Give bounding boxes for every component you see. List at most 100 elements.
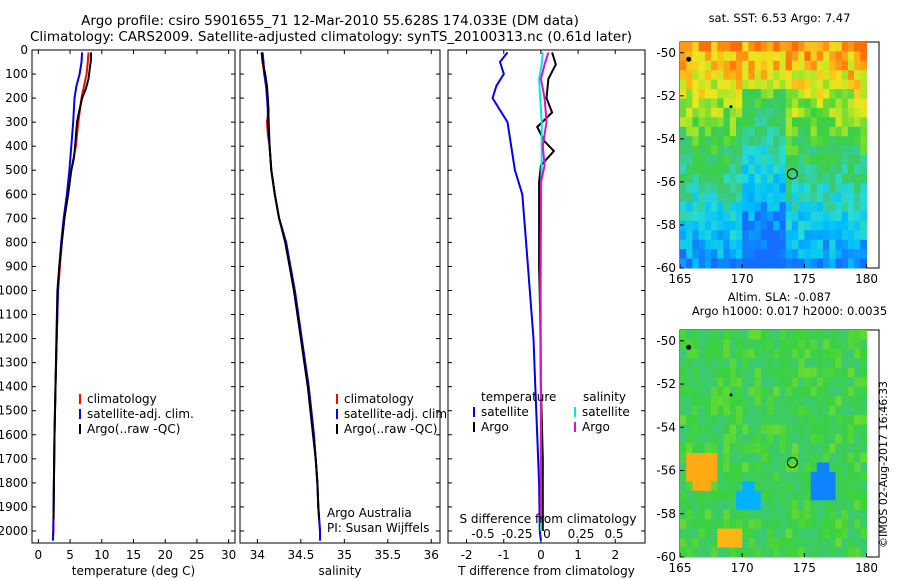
sla-map-cell bbox=[847, 434, 855, 444]
sst-map-cell bbox=[773, 98, 780, 109]
sla-map-cell bbox=[754, 377, 762, 388]
sla-map-cell bbox=[742, 481, 749, 492]
sla-map-cell bbox=[860, 538, 867, 549]
sst-map-cell bbox=[711, 258, 718, 269]
sst-map-cell bbox=[754, 258, 762, 269]
sst-map-cell bbox=[692, 202, 700, 212]
sla-map-cell bbox=[785, 528, 793, 539]
sla-map-cell bbox=[773, 396, 780, 407]
sst-map-cell bbox=[798, 211, 805, 222]
sla-map-cell bbox=[723, 330, 731, 340]
sla-map-cell bbox=[860, 396, 867, 407]
sla-map-cell bbox=[767, 434, 774, 444]
sst-map-cell bbox=[686, 107, 693, 118]
sst-map-cell bbox=[717, 98, 724, 109]
sla-map-cell bbox=[692, 519, 700, 530]
sla-map-cell bbox=[841, 330, 849, 340]
sla-map-cell bbox=[773, 443, 780, 454]
sst-map-cell bbox=[791, 70, 799, 81]
sla-map-cell bbox=[692, 415, 700, 426]
sst-map-cell bbox=[767, 145, 774, 156]
sst-map-cell bbox=[680, 230, 687, 241]
sst-map-cell bbox=[729, 164, 737, 175]
sst-map-cell bbox=[742, 183, 749, 194]
sst-map-cell bbox=[742, 79, 749, 90]
sla-map-cell bbox=[760, 490, 768, 501]
sst-map-cell bbox=[711, 249, 718, 260]
sst-map-cell bbox=[742, 230, 749, 241]
difference-xtick-label: 2 bbox=[611, 548, 619, 562]
sst-map-cell bbox=[785, 239, 793, 250]
sst-map-cell bbox=[829, 164, 836, 175]
sla-map-cell bbox=[754, 538, 762, 549]
sla-map-cell bbox=[717, 424, 724, 435]
sla-map-cell bbox=[835, 377, 843, 388]
sla-map-cell bbox=[754, 490, 762, 501]
sla-map-cell bbox=[841, 519, 849, 530]
sst-map-cell bbox=[711, 79, 718, 90]
sla-map-xtick-label: 175 bbox=[793, 561, 816, 575]
sst-map-cell bbox=[773, 117, 780, 128]
sst-map-cell bbox=[742, 239, 749, 250]
sst-map-cell bbox=[779, 60, 787, 71]
sst-map-cell bbox=[742, 220, 749, 231]
sst-map-cell bbox=[829, 211, 836, 222]
sst-map-cell bbox=[754, 107, 762, 118]
sla-map-cell bbox=[711, 330, 718, 340]
sla-map-cell bbox=[729, 509, 737, 520]
sla-map-cell bbox=[717, 519, 724, 530]
salinity-series-argo-raw-qc- bbox=[260, 52, 321, 520]
sst-map-cell bbox=[779, 126, 787, 137]
sla-map-cell bbox=[829, 415, 836, 426]
sla-map-cell bbox=[798, 377, 805, 388]
diff-secondary-xlabel: S difference from climatology bbox=[460, 512, 637, 526]
sst-map-cell bbox=[736, 211, 743, 222]
sst-map-cell bbox=[785, 211, 793, 222]
sla-map-cell bbox=[736, 405, 743, 416]
sst-map-cell bbox=[847, 117, 855, 128]
sst-map-cell bbox=[686, 230, 693, 241]
sst-map-cell bbox=[816, 42, 824, 52]
sst-map-cell bbox=[779, 145, 787, 156]
sst-map-cell bbox=[791, 51, 799, 62]
sst-map-argo-marker bbox=[786, 168, 798, 180]
sst-map-cell bbox=[823, 239, 830, 250]
sst-map-cell bbox=[860, 70, 867, 81]
sla-map-island bbox=[729, 393, 733, 397]
sla-map-cell bbox=[692, 367, 700, 378]
sst-map-cell bbox=[754, 60, 762, 71]
sla-map-cell bbox=[823, 547, 830, 558]
sst-map-cell bbox=[692, 117, 700, 128]
sla-map-cell bbox=[841, 500, 849, 511]
sla-map-cell bbox=[823, 424, 830, 435]
sla-map-cell bbox=[698, 471, 706, 482]
sst-map-cell bbox=[816, 89, 824, 99]
sst-map-cell bbox=[717, 126, 724, 137]
sst-map-cell bbox=[810, 51, 818, 62]
sst-map-cell bbox=[680, 183, 687, 194]
sst-map-cell bbox=[698, 155, 706, 165]
sla-map-ytick-label: -56 bbox=[656, 464, 676, 478]
sst-map-cell bbox=[804, 51, 812, 62]
sla-map-cell bbox=[736, 453, 743, 463]
sst-map-cell bbox=[704, 211, 712, 222]
sst-map-cell bbox=[692, 98, 700, 109]
sla-map-cell bbox=[854, 415, 861, 426]
sla-map-cell bbox=[804, 405, 812, 416]
sla-map-cell bbox=[760, 358, 768, 369]
temperature-ytick-label: 1500 bbox=[0, 404, 28, 418]
sst-map-cell bbox=[711, 126, 718, 137]
sst-map-cell bbox=[754, 70, 762, 81]
temperature-ytick-label: 2000 bbox=[0, 524, 28, 538]
sst-map-cell bbox=[823, 42, 830, 52]
sla-map-cell bbox=[804, 509, 812, 520]
sla-map-cell bbox=[798, 330, 805, 340]
sla-map-cell bbox=[767, 386, 774, 397]
sla-map-cell bbox=[804, 367, 812, 378]
sst-map-cell bbox=[860, 192, 867, 203]
sst-map-cell bbox=[717, 136, 724, 147]
sst-map-cell bbox=[717, 117, 724, 128]
sst-map-cell bbox=[835, 211, 843, 222]
sst-map-xtick-label: 165 bbox=[669, 272, 692, 286]
sla-map-cell bbox=[736, 519, 743, 530]
